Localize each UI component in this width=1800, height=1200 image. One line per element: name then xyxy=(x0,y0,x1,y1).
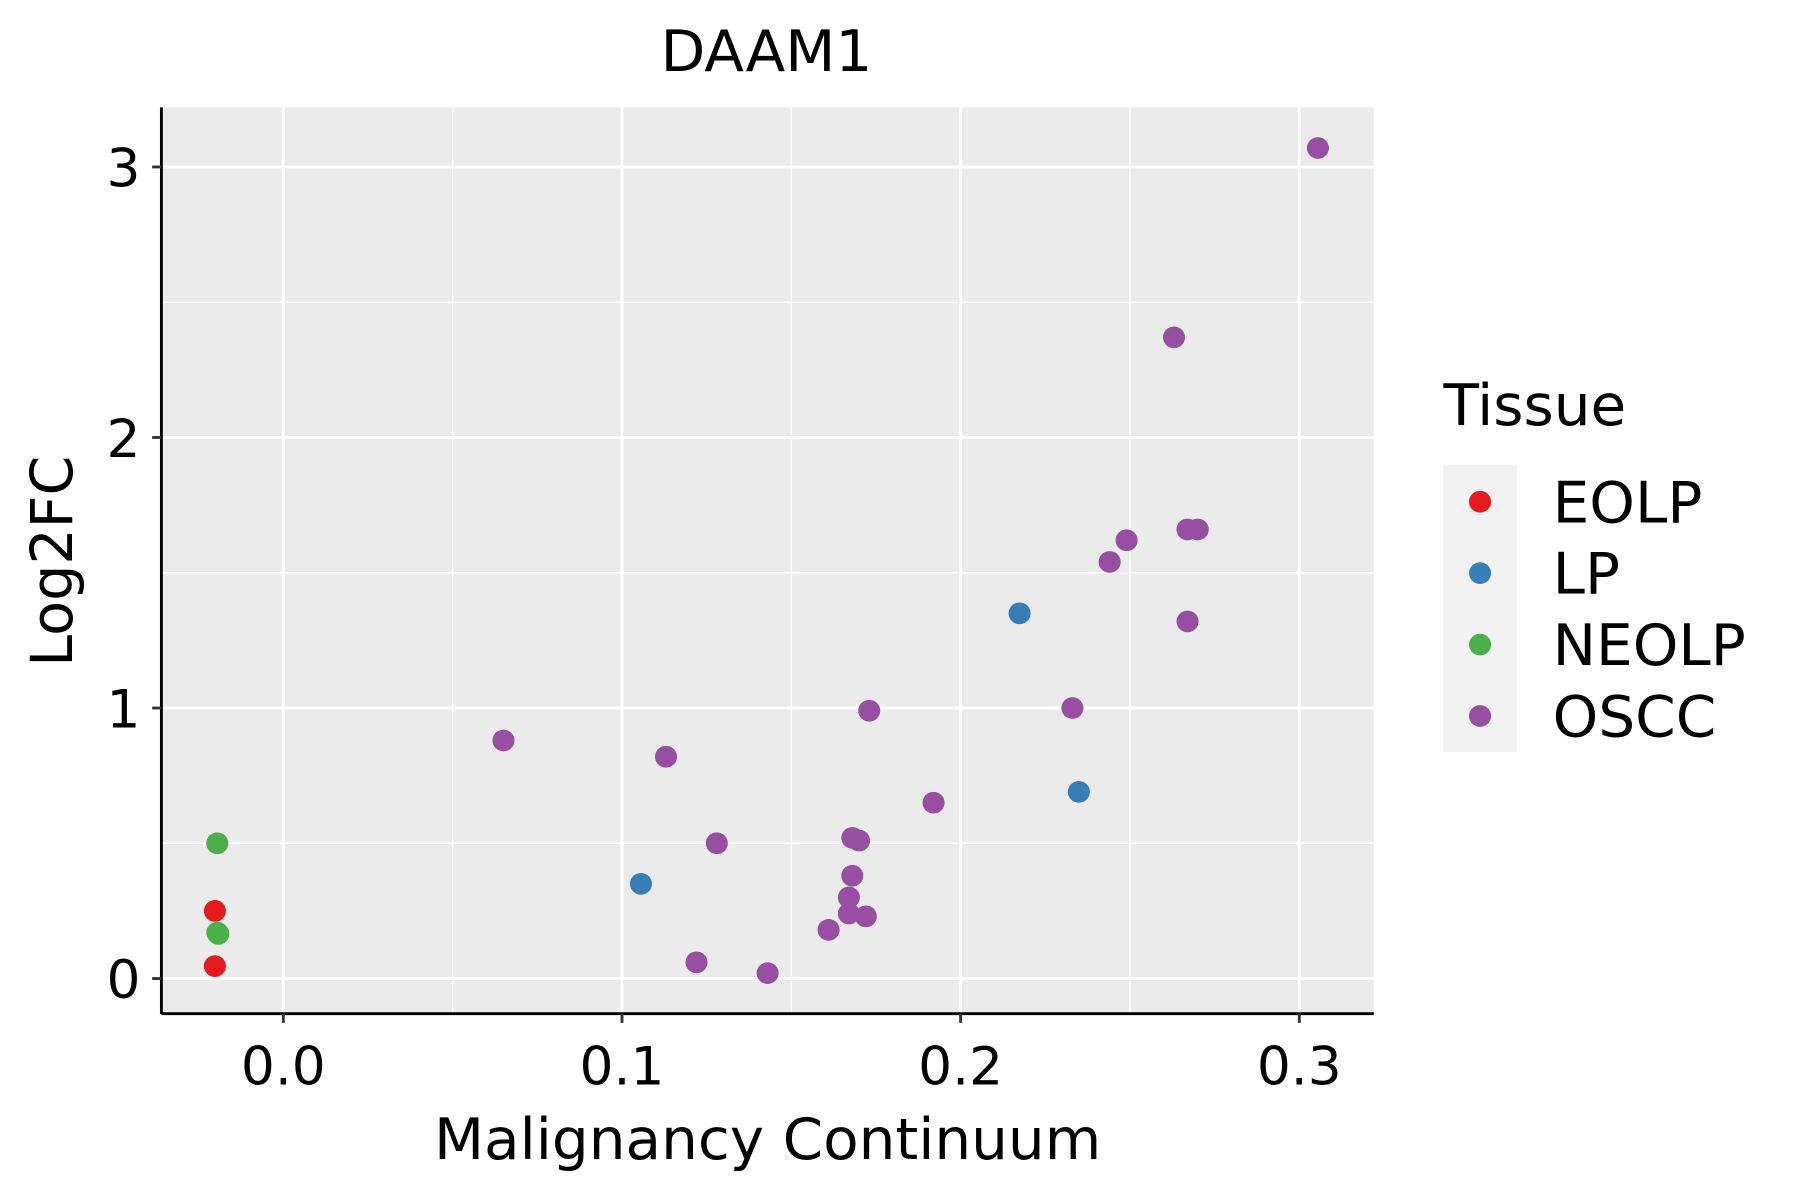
chart-title: DAAM1 xyxy=(661,18,873,84)
x-axis-ticks: 0.0 0.1 0.2 0.3 xyxy=(241,1013,1342,1098)
point-oscc xyxy=(817,918,840,941)
point-oscc xyxy=(654,745,678,768)
point-oscc xyxy=(1061,697,1084,719)
y-tick-label: 1 xyxy=(107,680,141,741)
legend-label: EOLP xyxy=(1553,470,1703,536)
point-oscc xyxy=(922,791,945,814)
legend-key-lp xyxy=(1469,562,1492,584)
point-lp xyxy=(629,873,652,895)
point-oscc xyxy=(837,902,860,925)
x-axis-label: Malignancy Continuum xyxy=(434,1106,1101,1172)
y-tick-label: 0 xyxy=(107,950,141,1011)
plot-panel xyxy=(161,107,1374,1014)
x-tick-label: 0.2 xyxy=(918,1037,1003,1098)
legend-keys-background xyxy=(1443,465,1517,752)
point-neolp xyxy=(207,923,230,945)
point-oscc xyxy=(841,864,864,887)
legend-label: NEOLP xyxy=(1553,613,1746,679)
legend-label: OSCC xyxy=(1553,684,1717,750)
point-oscc xyxy=(848,829,871,852)
x-tick-label: 0.0 xyxy=(241,1037,326,1098)
y-tick-label: 2 xyxy=(107,409,141,470)
point-oscc xyxy=(1115,529,1138,552)
y-tick-label: 3 xyxy=(107,139,141,200)
legend-key-oscc xyxy=(1469,705,1492,727)
point-neolp xyxy=(206,832,229,855)
point-eolp xyxy=(203,900,226,922)
point-oscc xyxy=(756,962,779,984)
y-axis-label: Log2FC xyxy=(19,456,87,667)
data-points xyxy=(203,137,1329,984)
point-oscc xyxy=(837,886,860,909)
point-oscc xyxy=(1186,518,1209,541)
point-oscc xyxy=(858,699,881,722)
x-tick-label: 0.3 xyxy=(1257,1037,1342,1098)
legend-label: LP xyxy=(1553,541,1620,607)
point-lp xyxy=(1067,781,1090,803)
point-eolp xyxy=(203,955,226,977)
point-oscc xyxy=(685,951,708,974)
x-tick-label: 0.1 xyxy=(580,1037,665,1098)
y-axis-ticks: 0 1 2 3 xyxy=(107,139,162,1011)
point-oscc xyxy=(1098,551,1121,573)
point-oscc xyxy=(1306,137,1329,159)
legend-key-neolp xyxy=(1469,633,1492,656)
point-oscc xyxy=(705,832,728,855)
legend-title: Tissue xyxy=(1442,373,1626,439)
point-oscc xyxy=(1176,610,1199,633)
legend-key-eolp xyxy=(1469,490,1492,513)
point-oscc xyxy=(1162,326,1186,349)
point-lp xyxy=(1008,602,1031,625)
grid-lines xyxy=(161,107,1374,1014)
point-oscc xyxy=(492,729,515,752)
point-oscc xyxy=(854,905,877,928)
